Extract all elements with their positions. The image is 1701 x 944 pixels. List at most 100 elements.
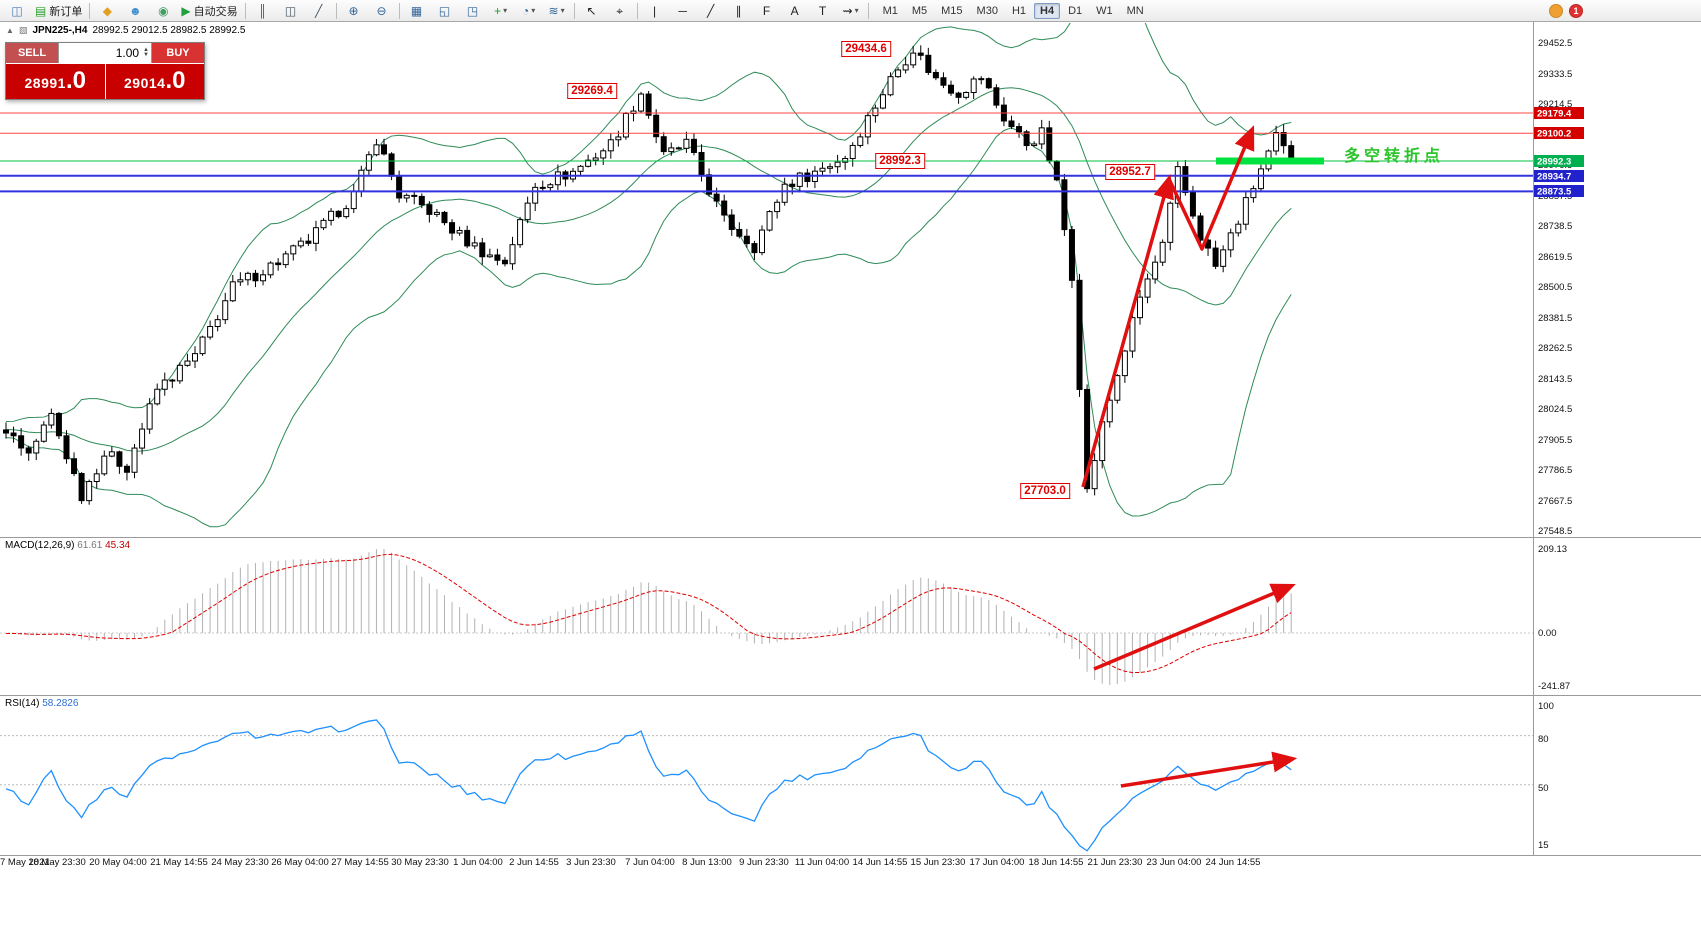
timeframe-w1-button[interactable]: W1: [1096, 4, 1113, 17]
timeframe-d1-button[interactable]: D1: [1068, 4, 1083, 17]
horizontal-line-button[interactable]: ─: [670, 1, 696, 21]
bollinger-middle-band[interactable]: [5, 87, 1292, 452]
timeframe-m30-button[interactable]: M30: [976, 4, 998, 17]
zoom-out-button[interactable]: ⊖: [369, 1, 395, 21]
macd-layer: [0, 549, 1533, 685]
cascade-windows-button[interactable]: ◱: [432, 1, 458, 21]
time-tick: 24 Jun 14:55: [1206, 857, 1261, 868]
timeframe-group: M1 M5 M15 M30 H1 H4 D1 W1 MN: [876, 2, 1151, 19]
spinner-down-icon[interactable]: ▼: [143, 52, 149, 58]
rsi-scale-tick: 80: [1538, 734, 1549, 745]
alerts-button[interactable]: 1: [1569, 3, 1583, 18]
arrange-windows-button[interactable]: ◳: [460, 1, 486, 21]
buy-price-button[interactable]: 29014.0: [106, 64, 205, 99]
timeframe-h1-button[interactable]: H1: [1011, 4, 1027, 17]
auto-trading-button[interactable]: ▶ 自动交易: [178, 1, 240, 21]
news-button[interactable]: [1549, 3, 1563, 18]
cursor-button[interactable]: ↖: [579, 1, 605, 21]
svg-text:29100.2: 29100.2: [1537, 129, 1571, 140]
price-callout-28952.7[interactable]: 28952.7: [1105, 164, 1155, 180]
main-toolbar: ◫ ▤ 新订单 ◆ ☻ ◉ ▶ 自动交易 ║ ◫ ╱ ⊕ ⊖ ▦ ◱ ◳ + ▾ ◔ ▾ ≋ ▾ ↖ ⌖ | ─ ╱ ∥ F A T ⇝ ▾ M1…: [0, 0, 1701, 22]
rally-arrow[interactable]: [1081, 173, 1174, 488]
timeframe-m1-button[interactable]: M1: [882, 4, 898, 17]
community-button[interactable]: ☻: [122, 1, 148, 21]
time-tick: 26 May 04:00: [271, 857, 329, 868]
price-tick: 28024.5: [1538, 404, 1572, 415]
bollinger-upper-band[interactable]: [5, 0, 1292, 422]
line-chart-button[interactable]: ╱: [306, 1, 332, 21]
timeframe-m15-button[interactable]: M15: [941, 4, 963, 17]
collapse-trade-panel-arrow[interactable]: ▲: [6, 26, 14, 35]
equidistant-channel-button[interactable]: ∥: [726, 1, 752, 21]
sell-button[interactable]: SELL: [6, 43, 58, 63]
price-tick: 27548.5: [1538, 526, 1572, 537]
macd-title: MACD(12,26,9): [5, 540, 75, 551]
volume-input[interactable]: 1.00 ▲ ▼: [58, 43, 152, 63]
indicators-button[interactable]: ≋ ▾: [544, 1, 570, 21]
buy-button[interactable]: BUY: [152, 43, 204, 63]
toolbar-separator: [573, 2, 575, 19]
text-label-icon: T: [818, 3, 827, 18]
price-tag-29100.2: [1534, 127, 1584, 139]
timeframe-m5-button[interactable]: M5: [911, 4, 928, 17]
period-button[interactable]: ◔ ▾: [516, 1, 542, 21]
market-button[interactable]: ◉: [150, 1, 176, 21]
metaquotes-button[interactable]: ◆: [94, 1, 120, 21]
time-tick: 18 May 23:30: [28, 857, 86, 868]
chart-window-icon: ◫: [11, 3, 23, 18]
volume-spinner[interactable]: ▲ ▼: [143, 47, 149, 58]
time-tick: 17 Jun 04:00: [970, 857, 1025, 868]
ohlc-bars-icon: ║: [258, 3, 267, 18]
vertical-line-button[interactable]: |: [642, 1, 668, 21]
fibonacci-button[interactable]: F: [754, 1, 780, 21]
price-callout-28992.3[interactable]: 28992.3: [875, 153, 925, 169]
timeframe-h4-button[interactable]: H4: [1034, 2, 1061, 19]
arrows-tool-icon: ⇝: [842, 3, 853, 18]
macd-arrow[interactable]: [1093, 583, 1296, 671]
new-order-button[interactable]: ▤ 新订单: [32, 1, 85, 21]
auto-trading-icon: ▶: [181, 3, 191, 18]
time-tick: 20 May 04:00: [89, 857, 147, 868]
sell-price-button[interactable]: 28991.0: [6, 64, 105, 99]
svg-text:29179.4: 29179.4: [1537, 109, 1572, 120]
toolbar-separator: [244, 2, 246, 19]
price-callout-27703.0[interactable]: 27703.0: [1020, 483, 1070, 499]
dropdown-caret-icon: ▾: [854, 6, 859, 15]
arrows-tool-button[interactable]: ⇝ ▾: [838, 1, 864, 21]
price-callout-29269.4[interactable]: 29269.4: [567, 83, 617, 99]
new-chart-button[interactable]: + ▾: [488, 1, 514, 21]
text-button[interactable]: A: [782, 1, 808, 21]
candlestick-chart-icon: ◫: [284, 3, 297, 18]
spinner-up-icon[interactable]: ▲: [143, 47, 149, 53]
cursor-icon: ↖: [586, 3, 597, 18]
horizontal-line-icon: ─: [678, 3, 687, 18]
crosshair-button[interactable]: ⌖: [607, 1, 633, 21]
price-tag-29179.4: [1534, 107, 1584, 119]
price-callout-29434.6[interactable]: 29434.6: [841, 41, 891, 57]
tile-windows-button[interactable]: ▦: [404, 1, 430, 21]
community-icon: ☻: [129, 3, 142, 18]
time-tick: 21 Jun 23:30: [1088, 857, 1143, 868]
time-tick: 8 Jun 13:00: [682, 857, 732, 868]
candlestick-chart-button[interactable]: ◫: [278, 1, 304, 21]
trendline-button[interactable]: ╱: [698, 1, 724, 21]
time-tick: 15 Jun 23:30: [911, 857, 966, 868]
zoom-out-icon: ⊖: [376, 3, 387, 18]
timeframe-mn-button[interactable]: MN: [1126, 4, 1144, 17]
toolbar-separator: [89, 2, 91, 19]
turning-point-annotation[interactable]: 多空转折点: [1344, 148, 1445, 165]
rsi-value: 58.2826: [42, 698, 79, 709]
rsi-arrow[interactable]: [1120, 751, 1298, 788]
ohlc-values: 28992.5 29012.5 28982.5 28992.5: [92, 25, 246, 36]
time-tick: 18 Jun 14:55: [1029, 857, 1084, 868]
bollinger-lower-band[interactable]: [5, 127, 1292, 528]
text-label-button[interactable]: T: [810, 1, 836, 21]
zoom-in-button[interactable]: ⊕: [341, 1, 367, 21]
chart-window-button[interactable]: ◫: [4, 1, 30, 21]
ohlc-bars-button[interactable]: ║: [250, 1, 276, 21]
buy-price: 29014: [124, 75, 166, 91]
pullback-arrow[interactable]: [1167, 125, 1255, 251]
dropdown-caret-icon: ▾: [560, 6, 565, 15]
